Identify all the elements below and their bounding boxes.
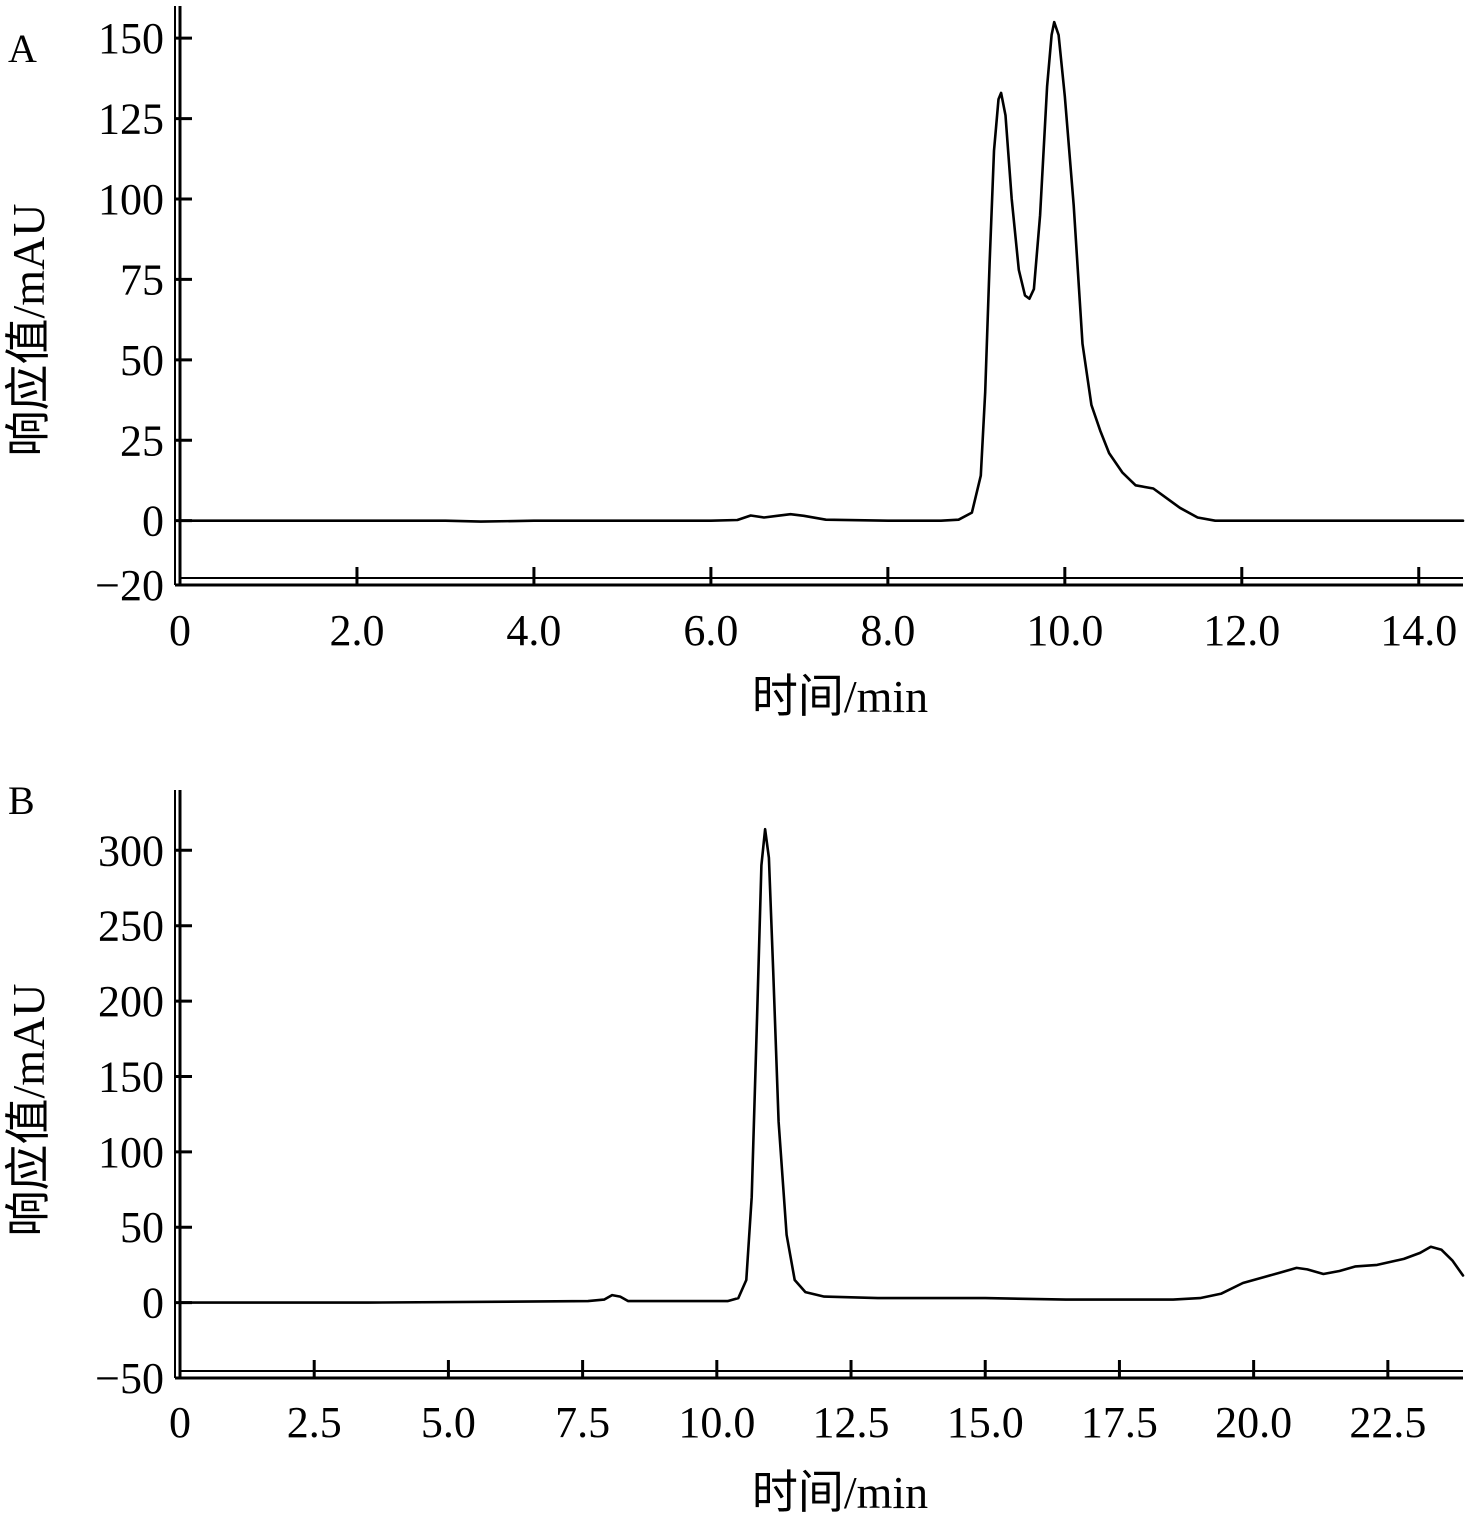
panel-a-x-tick-label: 6.0 (683, 606, 738, 655)
panel-b-y-tick-label: 0 (142, 1279, 164, 1328)
panel-a-x-tick-label: 4.0 (506, 606, 561, 655)
panel-b-x-tick-label: 7.5 (555, 1398, 610, 1447)
panel-a-y-tick-label: 25 (120, 416, 164, 465)
panel-b-axes (174, 790, 1463, 1380)
panel-a-x-tick-label: 0 (169, 606, 191, 655)
panel-b-y-tick-label: 200 (98, 977, 164, 1026)
panel-b-y-tick-label: −50 (95, 1354, 164, 1403)
panel-b-x-tick-label: 15.0 (947, 1398, 1024, 1447)
panel-b-y-axis-title: 响应值/mAU (3, 984, 54, 1237)
panel-a-y-tick-label: 125 (98, 95, 164, 144)
panel-b-x-ticks: 0 2.5 5.0 7.5 10.0 12.5 15.0 17.5 20.0 22.5 (169, 1360, 1426, 1447)
panel-a-y-tick-label: 0 (142, 497, 164, 546)
panel-a-y-tick-label: 150 (98, 14, 164, 63)
panel-b-y-ticks: −50 0 50 100 150 200 250 300 (95, 826, 192, 1403)
panel-a-y-tick-label: 100 (98, 175, 164, 224)
panel-b-y-tick-label: 50 (120, 1203, 164, 1252)
panel-b-x-axis-title: 时间/min (752, 1467, 928, 1518)
panel-a-y-tick-label: 50 (120, 336, 164, 385)
panel-b-x-tick-label: 5.0 (421, 1398, 476, 1447)
panel-a-x-tick-label: 8.0 (860, 606, 915, 655)
panel-b-x-tick-label: 22.5 (1349, 1398, 1426, 1447)
panel-b-y-tick-label: 150 (98, 1052, 164, 1101)
panel-a-x-ticks: 0 2.0 4.0 6.0 8.0 10.0 12.0 14.0 (169, 567, 1457, 655)
panel-a-x-tick-label: 12.0 (1203, 606, 1280, 655)
panel-b-x-tick-label: 10.0 (678, 1398, 755, 1447)
panel-b-y-tick-label: 100 (98, 1128, 164, 1177)
panel-a-x-tick-label: 2.0 (329, 606, 384, 655)
panel-a-y-ticks: −20 0 25 50 75 100 125 150 (95, 14, 192, 610)
panel-a-label: A (8, 26, 37, 71)
panel-a-x-tick-label: 10.0 (1026, 606, 1103, 655)
panel-b-y-tick-label: 300 (98, 826, 164, 875)
panel-a-y-tick-label: 75 (120, 255, 164, 304)
panel-b-x-tick-label: 17.5 (1081, 1398, 1158, 1447)
panel-b-x-tick-label: 20.0 (1215, 1398, 1292, 1447)
panel-a-trace (178, 20, 1465, 523)
panel-a-x-tick-label: 14.0 (1380, 606, 1457, 655)
panel-b-x-tick-label: 12.5 (813, 1398, 890, 1447)
panel-a-axes (174, 6, 1463, 587)
panel-b-label: B (8, 778, 35, 823)
panel-b-x-tick-label: 2.5 (287, 1398, 342, 1447)
panel-a-y-axis-title: 响应值/mAU (3, 204, 54, 457)
panel-b-y-tick-label: 250 (98, 902, 164, 951)
panel-b-trace (178, 827, 1465, 1304)
panel-b-x-tick-label: 0 (169, 1398, 191, 1447)
panel-a-x-axis-title: 时间/min (752, 671, 928, 722)
panel-a-y-tick-label: −20 (95, 561, 164, 610)
